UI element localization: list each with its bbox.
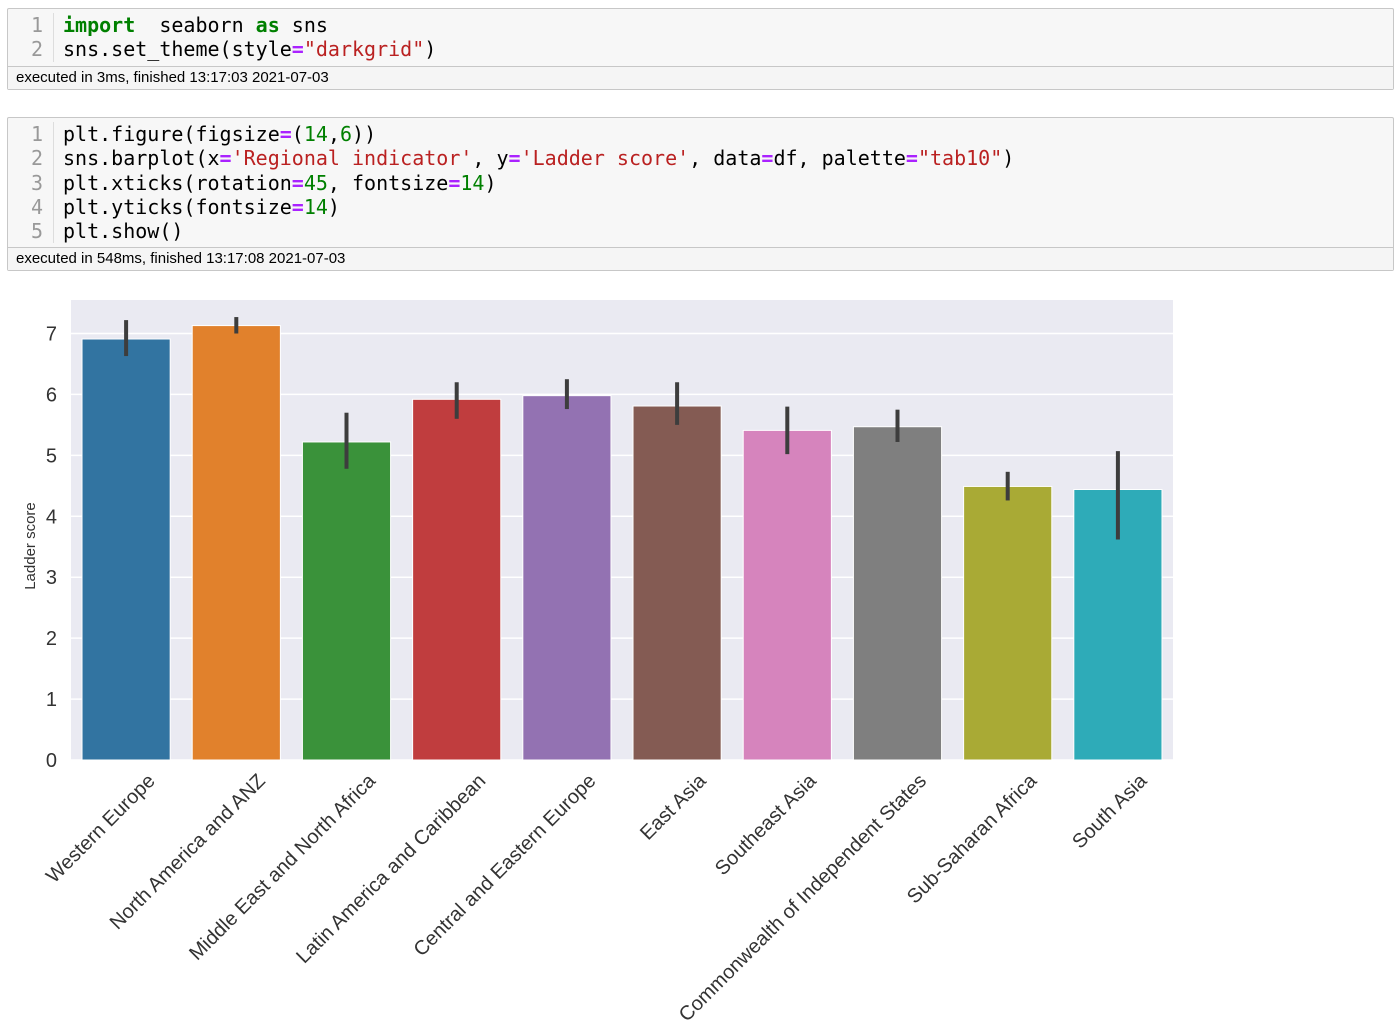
line-number: 1	[8, 13, 54, 38]
code-token: plt.yticks(fontsize	[63, 194, 292, 219]
x-tick-label: Middle East and North Africa	[185, 769, 380, 964]
bar	[852, 426, 943, 761]
code-line[interactable]: 2 sns.set_theme(style="darkgrid")	[8, 37, 1393, 62]
code-token: =	[219, 146, 232, 171]
code-token: 14	[303, 194, 328, 219]
code-text[interactable]: sns.barplot(x='Regional indicator', y='L…	[63, 146, 1014, 170]
code-token: "tab10"	[917, 146, 1003, 171]
code-token: )	[1002, 146, 1015, 171]
code-token: =	[291, 194, 304, 219]
code-line[interactable]: 4 plt.yticks(fontsize=14)	[8, 194, 1393, 220]
code-text[interactable]: plt.figure(figsize=(14,6))	[63, 122, 376, 146]
x-tick-label: Western Europe	[42, 770, 159, 887]
code-token: plt.figure(figsize	[63, 122, 280, 146]
code-token: =	[291, 37, 304, 62]
code-token: =	[905, 146, 918, 171]
code-token: , fontsize	[327, 170, 449, 195]
y-tick-label: 2	[46, 628, 57, 650]
x-tick-label: Central and Eastern Europe	[410, 770, 601, 961]
bar	[963, 485, 1053, 761]
line-number: 3	[8, 170, 54, 195]
code-text[interactable]: plt.xticks(rotation=45, fontsize=14)	[63, 171, 497, 195]
code-token: as	[255, 13, 280, 37]
code-token: "darkgrid"	[303, 37, 425, 62]
code-token: 45	[303, 170, 328, 195]
bar	[522, 395, 612, 761]
code-line[interactable]: 1 import seaborn as sns	[8, 13, 1393, 38]
y-tick-label: 7	[46, 324, 57, 346]
line-number: 1	[8, 122, 54, 147]
code-editor[interactable]: 1 import seaborn as sns 2 sns.set_theme(sty…	[8, 9, 1393, 66]
code-token: ))	[352, 122, 377, 146]
code-token: 14	[303, 122, 328, 146]
bar	[191, 325, 281, 761]
code-token: , y	[472, 146, 509, 171]
x-tick-label: South Asia	[1068, 769, 1152, 853]
code-token: 'Regional indicator'	[231, 146, 473, 171]
line-number: 2	[8, 146, 54, 171]
code-token: =	[279, 122, 292, 146]
y-tick-label: 6	[46, 384, 57, 406]
code-line[interactable]: 3 plt.xticks(rotation=45, fontsize=14)	[8, 170, 1393, 195]
code-token: )	[484, 170, 497, 195]
code-token: sns.set_theme(style	[63, 37, 292, 62]
code-token: import	[63, 13, 136, 37]
bar	[412, 398, 502, 761]
code-token: sns	[279, 13, 328, 37]
bar	[301, 441, 392, 761]
bar	[81, 338, 171, 761]
code-line[interactable]: 1 plt.figure(figsize=(14,6))	[8, 122, 1393, 147]
execution-status: executed in 548ms, finished 13:17:08 202…	[8, 247, 1393, 271]
code-token: df, palette	[773, 146, 906, 171]
line-number: 5	[8, 219, 54, 244]
x-tick-label: Southeast Asia	[711, 769, 822, 880]
code-editor[interactable]: 1 plt.figure(figsize=(14,6)) 2 sns.barplot(…	[8, 118, 1393, 247]
code-text[interactable]: plt.show()	[63, 219, 183, 243]
y-tick-label: 1	[46, 689, 57, 711]
line-number: 2	[8, 37, 54, 62]
execution-status: executed in 3ms, finished 13:17:03 2021-…	[8, 65, 1393, 89]
x-tick-label: East Asia	[636, 769, 711, 844]
code-text[interactable]: sns.set_theme(style="darkgrid")	[63, 37, 436, 61]
code-token: (	[291, 122, 304, 146]
code-token: 14	[460, 170, 485, 195]
code-token: )	[327, 194, 340, 219]
code-token: ,	[327, 122, 340, 146]
y-tick-label: 4	[46, 506, 57, 528]
y-tick-label: 5	[46, 445, 57, 467]
code-token: =	[508, 146, 521, 171]
x-tick-label: Latin America and Caribbean	[292, 770, 490, 968]
code-line[interactable]: 5 plt.show()	[8, 219, 1393, 244]
bar	[742, 429, 832, 761]
x-tick-label: Commonwealth of Independent States	[675, 770, 931, 1021]
bar	[632, 405, 722, 761]
code-token: plt.show()	[63, 219, 184, 244]
y-tick-label: 3	[46, 567, 57, 589]
code-token: , data	[689, 146, 762, 171]
code-token: sns.barplot(x	[63, 146, 220, 171]
code-token: )	[424, 37, 437, 62]
code-cell-1[interactable]: 1 import seaborn as sns 2 sns.set_theme(sty…	[7, 8, 1394, 90]
y-axis-label: Ladder score	[22, 502, 39, 590]
code-token: =	[761, 146, 774, 171]
line-number: 4	[8, 194, 54, 220]
code-text[interactable]: import seaborn as sns	[63, 13, 328, 37]
code-token: =	[291, 170, 304, 195]
code-token: seaborn	[135, 13, 256, 37]
code-token: 6	[339, 122, 353, 146]
code-token: plt.xticks(rotation	[63, 170, 292, 195]
code-cell-2[interactable]: 1 plt.figure(figsize=(14,6)) 2 sns.barplot(…	[7, 117, 1394, 272]
code-token: 'Ladder score'	[520, 146, 690, 171]
code-text[interactable]: plt.yticks(fontsize=14)	[63, 195, 340, 219]
code-token: =	[448, 170, 461, 195]
y-tick-label: 0	[46, 750, 57, 772]
code-line[interactable]: 2 sns.barplot(x='Regional indicator', y='…	[8, 146, 1393, 171]
